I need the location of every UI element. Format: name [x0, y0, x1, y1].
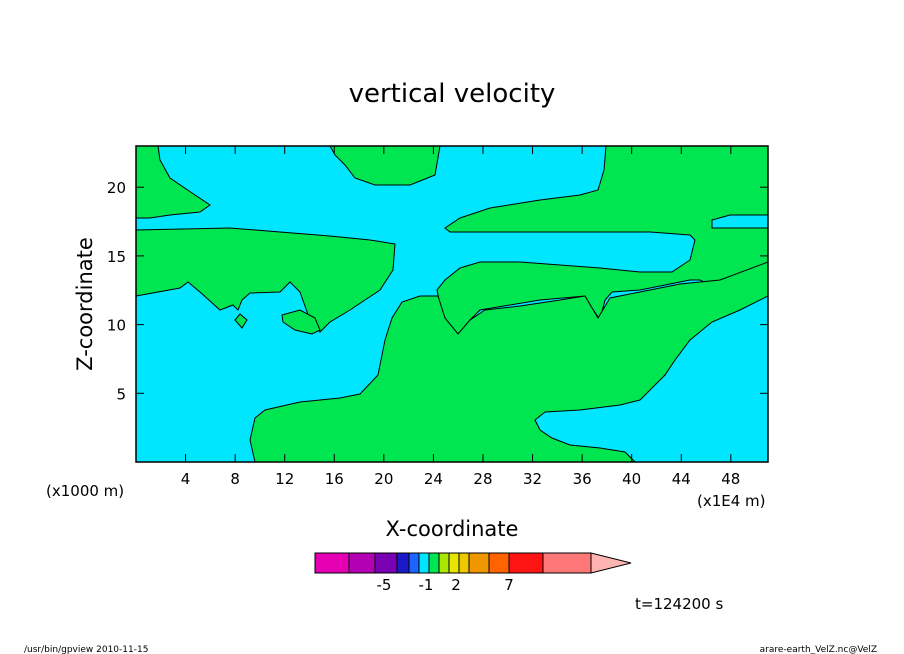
- x-tick-label: 12: [275, 470, 294, 488]
- colorbar-segment: [458, 552, 470, 574]
- footer-right: arare-earth_VelZ.nc@VelZ: [760, 645, 877, 654]
- y-axis: 5 10 15 20: [107, 179, 768, 403]
- chart-title: vertical velocity: [349, 79, 556, 109]
- x-tick-label: 48: [721, 470, 740, 488]
- green-region-small-1: [281, 309, 321, 335]
- colorbar-tick-label: -5: [377, 576, 392, 594]
- y-tick-label: 5: [116, 385, 126, 403]
- colorbar-segment: [508, 552, 544, 574]
- green-region-upper-left: [135, 145, 211, 219]
- green-region-lower: [249, 261, 769, 463]
- y-tick-label: 15: [107, 248, 126, 266]
- x-tick-label: 40: [622, 470, 641, 488]
- colorbar-segment: [468, 552, 490, 574]
- y-tick-label: 20: [107, 179, 126, 197]
- colorbar-tick-label: 7: [504, 576, 514, 594]
- x-axis: 4 8 12 16 20 24 28 32 36 40 44 48: [181, 146, 740, 488]
- colorbar-segment: [374, 552, 398, 574]
- colorbar-segment: [396, 552, 410, 574]
- colorbar-tick-label: 2: [451, 576, 461, 594]
- colorbar-segment: [438, 552, 450, 574]
- colorbar-segment: [428, 552, 440, 574]
- colorbar-arrow: [590, 552, 632, 574]
- colorbar: [314, 552, 632, 574]
- colorbar-segment: [488, 552, 510, 574]
- x-tick-label: 36: [573, 470, 592, 488]
- footer-left: /usr/bin/gpview 2010-11-15: [24, 645, 148, 654]
- green-region-small-2: [234, 313, 248, 329]
- plot-frame: [135, 145, 769, 463]
- colorbar-segment: [408, 552, 420, 574]
- x-unit-note: (x1E4 m): [697, 492, 766, 510]
- x-tick-label: 28: [473, 470, 492, 488]
- colorbar-tick-label: -1: [419, 576, 434, 594]
- x-tick-label: 20: [374, 470, 393, 488]
- time-label: t=124200 s: [635, 595, 723, 613]
- colorbar-segment: [314, 552, 350, 574]
- x-tick-label: 24: [424, 470, 443, 488]
- green-region-upper-center: [329, 145, 441, 186]
- colorbar-tick-labels: -5 -1 2 7: [377, 576, 514, 594]
- colorbar-segment: [542, 552, 592, 574]
- x-tick-label: 16: [325, 470, 344, 488]
- colorbar-segment: [448, 552, 460, 574]
- x-axis-label: X-coordinate: [386, 517, 519, 541]
- x-scale-note: (x1000 m): [46, 482, 124, 500]
- x-tick-label: 8: [230, 470, 240, 488]
- x-tick-label: 44: [672, 470, 691, 488]
- green-region-middle-left: [135, 227, 396, 333]
- y-axis-label: Z-coordinate: [73, 237, 97, 371]
- x-tick-label: 32: [523, 470, 542, 488]
- plot-area: [135, 145, 769, 463]
- y-tick-label: 10: [107, 317, 126, 335]
- x-tick-label: 4: [181, 470, 191, 488]
- colorbar-segment: [348, 552, 376, 574]
- colorbar-segment: [418, 552, 430, 574]
